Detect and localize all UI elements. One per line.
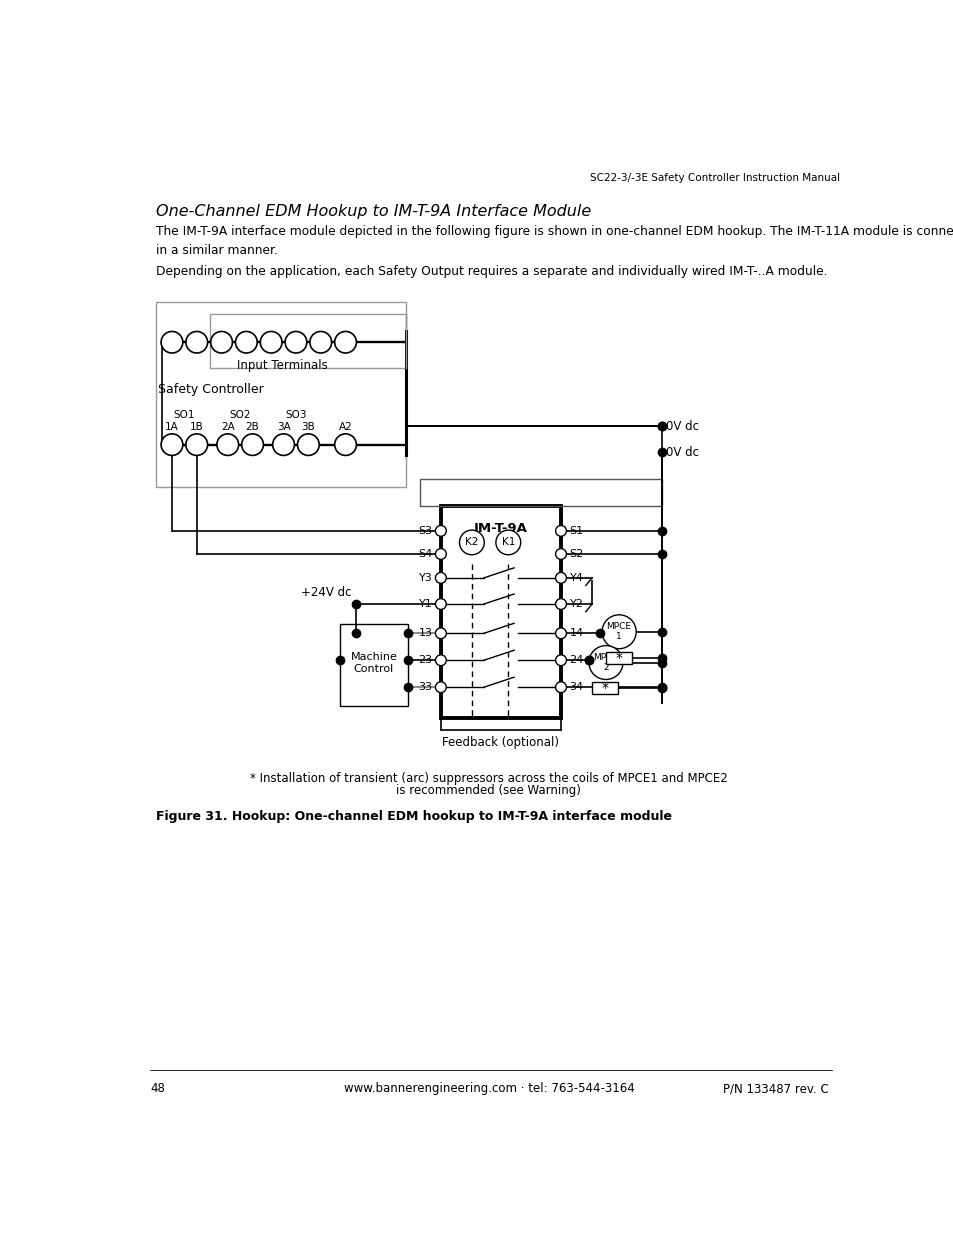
Text: P/N 133487 rev. C: P/N 133487 rev. C (721, 1082, 827, 1095)
Text: 33: 33 (418, 682, 432, 692)
Text: One-Channel EDM Hookup to IM-T-9A Interface Module: One-Channel EDM Hookup to IM-T-9A Interf… (155, 204, 590, 219)
Text: www.bannerengineering.com · tel: 763-544-3164: www.bannerengineering.com · tel: 763-544… (343, 1082, 634, 1095)
Text: Feedback (optional): Feedback (optional) (442, 736, 558, 748)
Circle shape (555, 627, 566, 638)
Circle shape (186, 433, 208, 456)
Circle shape (211, 331, 233, 353)
Text: Safety Controller: Safety Controller (158, 383, 263, 396)
Circle shape (496, 530, 520, 555)
Circle shape (216, 433, 238, 456)
Circle shape (335, 433, 356, 456)
Text: 24: 24 (569, 656, 583, 666)
Text: 0V dc: 0V dc (665, 420, 698, 432)
Text: Machine
Control: Machine Control (350, 652, 396, 674)
Circle shape (435, 655, 446, 666)
Circle shape (285, 331, 307, 353)
Text: 34: 34 (569, 682, 583, 692)
Circle shape (588, 646, 622, 679)
Text: The IM-T-9A interface module depicted in the following figure is shown in one-ch: The IM-T-9A interface module depicted in… (155, 225, 953, 257)
Text: is recommended (see Warning): is recommended (see Warning) (396, 784, 580, 798)
Text: SO2: SO2 (229, 410, 251, 420)
Text: +24V dc: +24V dc (301, 585, 352, 599)
Circle shape (555, 655, 566, 666)
Text: IM-T-9A: IM-T-9A (474, 521, 527, 535)
Text: K2: K2 (465, 537, 478, 547)
Text: Depending on the application, each Safety Output requires a separate and individ: Depending on the application, each Safet… (155, 266, 826, 278)
Text: 3B: 3B (301, 421, 314, 431)
Circle shape (435, 682, 446, 693)
Circle shape (435, 573, 446, 583)
Text: * Installation of transient (arc) suppressors across the coils of MPCE1 and MPCE: * Installation of transient (arc) suppre… (250, 772, 727, 785)
Text: MPCE
1: MPCE 1 (606, 622, 631, 641)
Text: Y4: Y4 (569, 573, 583, 583)
Circle shape (435, 627, 446, 638)
Text: 13: 13 (418, 629, 432, 638)
Bar (605, 652, 632, 664)
Text: 14: 14 (569, 629, 583, 638)
Circle shape (161, 331, 183, 353)
Bar (155, 303, 406, 487)
Text: Figure 31. Hookup: One-channel EDM hookup to IM-T-9A interface module: Figure 31. Hookup: One-channel EDM hooku… (155, 810, 671, 824)
Text: S2: S2 (569, 550, 583, 559)
Text: 1A: 1A (165, 421, 178, 431)
Text: Y1: Y1 (418, 599, 432, 609)
Circle shape (435, 526, 446, 536)
Circle shape (161, 433, 183, 456)
Circle shape (435, 548, 446, 559)
Text: S3: S3 (417, 526, 432, 536)
Bar (340, 624, 407, 706)
Text: 2A: 2A (221, 421, 234, 431)
Circle shape (555, 548, 566, 559)
Circle shape (435, 599, 446, 609)
Text: K1: K1 (501, 537, 515, 547)
Text: 2B: 2B (246, 421, 259, 431)
Circle shape (555, 682, 566, 693)
Circle shape (186, 331, 208, 353)
Text: SO3: SO3 (285, 410, 306, 420)
Bar (210, 314, 406, 368)
Circle shape (601, 615, 636, 648)
Text: Y3: Y3 (418, 573, 432, 583)
Text: A2: A2 (338, 421, 352, 431)
Text: MPCE
2: MPCE 2 (593, 653, 618, 672)
Bar (592, 682, 618, 694)
Circle shape (235, 331, 257, 353)
Text: 0V dc: 0V dc (665, 446, 698, 459)
Circle shape (297, 433, 319, 456)
Bar (419, 479, 661, 506)
Text: 23: 23 (417, 656, 432, 666)
Text: S4: S4 (417, 550, 432, 559)
Text: 48: 48 (150, 1082, 165, 1095)
Circle shape (241, 433, 263, 456)
Circle shape (459, 530, 484, 555)
Circle shape (555, 573, 566, 583)
Bar (440, 506, 560, 718)
Circle shape (273, 433, 294, 456)
Text: *: * (601, 680, 608, 695)
Circle shape (310, 331, 332, 353)
Text: SC22-3/-3E Safety Controller Instruction Manual: SC22-3/-3E Safety Controller Instruction… (589, 173, 840, 183)
Circle shape (555, 526, 566, 536)
Circle shape (335, 331, 356, 353)
Circle shape (555, 599, 566, 609)
Circle shape (260, 331, 282, 353)
Text: 1B: 1B (190, 421, 203, 431)
Text: 3A: 3A (276, 421, 290, 431)
Text: S1: S1 (569, 526, 583, 536)
Text: SO1: SO1 (173, 410, 195, 420)
Text: Y2: Y2 (569, 599, 583, 609)
Text: *: * (615, 651, 622, 664)
Text: Input Terminals: Input Terminals (236, 359, 327, 372)
